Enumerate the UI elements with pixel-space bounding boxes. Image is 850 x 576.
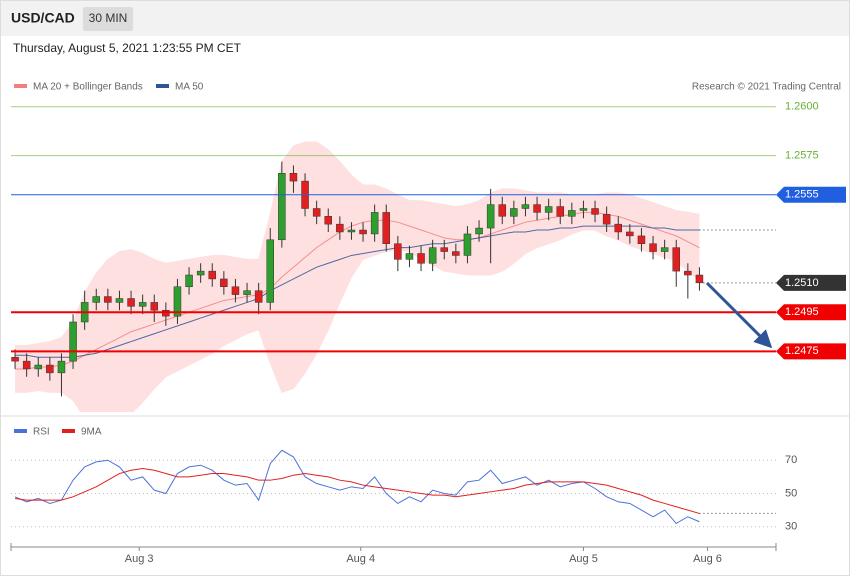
price-plot	[11, 141, 704, 412]
x-tick-label: Aug 6	[693, 553, 722, 565]
level-label: 1.2600	[785, 101, 819, 113]
level-label: 1.2475	[785, 345, 819, 357]
legend-label: MA 50	[175, 82, 204, 93]
candle-body	[34, 364, 43, 370]
level-label: 1.2510	[785, 277, 819, 289]
candle-body	[115, 298, 124, 303]
price-overlay: 1.2600 1.2575 1.2555 1.2510 1.2495 1.2475	[11, 101, 846, 360]
candle-body	[579, 208, 588, 211]
candle-body	[57, 360, 66, 374]
copyright: Research © 2021 Trading Central	[692, 82, 841, 93]
level-label: 1.2555	[785, 189, 819, 201]
moving-average	[15, 225, 700, 358]
candle-body	[660, 247, 669, 252]
candle-body	[475, 227, 483, 235]
level-tag	[776, 274, 846, 291]
legend-label: RSI	[33, 427, 50, 438]
candle-body	[556, 206, 564, 217]
candle-body	[243, 290, 251, 295]
candle-body	[614, 223, 622, 233]
bollinger-lower	[15, 229, 700, 412]
level-label: 1.2495	[785, 306, 819, 318]
candle-body	[626, 231, 634, 237]
candle-body	[138, 302, 147, 307]
candle-body	[359, 229, 367, 235]
y-tick-label: 70	[785, 454, 797, 466]
x-tick-label: Aug 4	[346, 553, 375, 565]
legend-label: MA 20 + Bollinger Bands	[33, 82, 143, 93]
y-tick-label: 30	[785, 521, 797, 533]
x-tick-label: Aug 5	[569, 553, 598, 565]
candle-body	[463, 233, 472, 256]
candle-body	[591, 208, 599, 215]
series-line	[14, 468, 700, 514]
candle-body	[220, 278, 228, 288]
candle-body	[382, 212, 391, 244]
candle-body	[254, 290, 263, 303]
candle-body	[649, 243, 657, 252]
candle-body	[324, 216, 333, 225]
symbol: USD/CAD	[11, 10, 75, 26]
candle-body	[312, 208, 321, 217]
candle-body	[278, 173, 286, 241]
y-tick-label: 50	[785, 487, 797, 499]
candle-body	[104, 296, 112, 303]
candle-body	[544, 206, 553, 213]
candle-body	[533, 204, 541, 213]
legend-swatch	[62, 429, 75, 433]
candle-body	[602, 214, 611, 225]
candle-body	[208, 270, 217, 280]
legend-swatch	[14, 84, 27, 88]
legend-swatch	[14, 429, 27, 433]
candle-body	[637, 235, 646, 244]
candle-body	[394, 243, 402, 260]
candle-body	[173, 286, 182, 317]
moving-average	[15, 211, 700, 370]
candle-body	[266, 239, 275, 303]
candle-body	[289, 173, 298, 182]
candle-body	[196, 270, 205, 276]
header-bar	[0, 0, 850, 36]
candle-body	[11, 356, 19, 362]
legend-label: 9MA	[81, 427, 102, 438]
level-tag	[776, 343, 846, 360]
candle-body	[92, 296, 101, 303]
candle-body	[185, 274, 193, 288]
candle-body	[405, 253, 414, 260]
forecast-arrow	[705, 281, 773, 349]
candle-body	[417, 253, 425, 264]
x-tick-label: Aug 3	[125, 553, 154, 565]
candle-body	[568, 210, 576, 217]
candle-body	[486, 204, 495, 229]
level-tag	[776, 186, 846, 203]
series-line	[14, 449, 700, 525]
candle-body	[370, 212, 379, 235]
legend-swatch	[156, 84, 169, 88]
candle-body	[684, 270, 692, 276]
candle-body	[510, 208, 518, 217]
candle-body	[46, 364, 54, 374]
candle-body	[428, 247, 437, 264]
bollinger-fill	[15, 141, 700, 412]
timeframe[interactable]: 30 MIN	[89, 11, 128, 25]
timeframe-box[interactable]	[83, 7, 133, 31]
timestamp: Thursday, August 5, 2021 1:23:55 PM CET	[13, 41, 242, 55]
candle-body	[127, 298, 135, 307]
candle-body	[498, 204, 506, 217]
candle-body	[22, 360, 31, 370]
candle-body	[452, 251, 460, 256]
candle-body	[336, 223, 344, 233]
candle-body	[695, 274, 704, 284]
candle-body	[150, 302, 159, 311]
candle-body	[69, 321, 77, 362]
candle-body	[231, 286, 240, 295]
rsi-plot: 70 50 30	[11, 449, 797, 533]
candle-body	[672, 247, 680, 272]
candle-body	[347, 229, 356, 233]
candle-body	[521, 204, 530, 209]
candle-body	[440, 247, 448, 252]
level-tag	[776, 304, 846, 321]
level-label: 1.2575	[785, 150, 819, 162]
